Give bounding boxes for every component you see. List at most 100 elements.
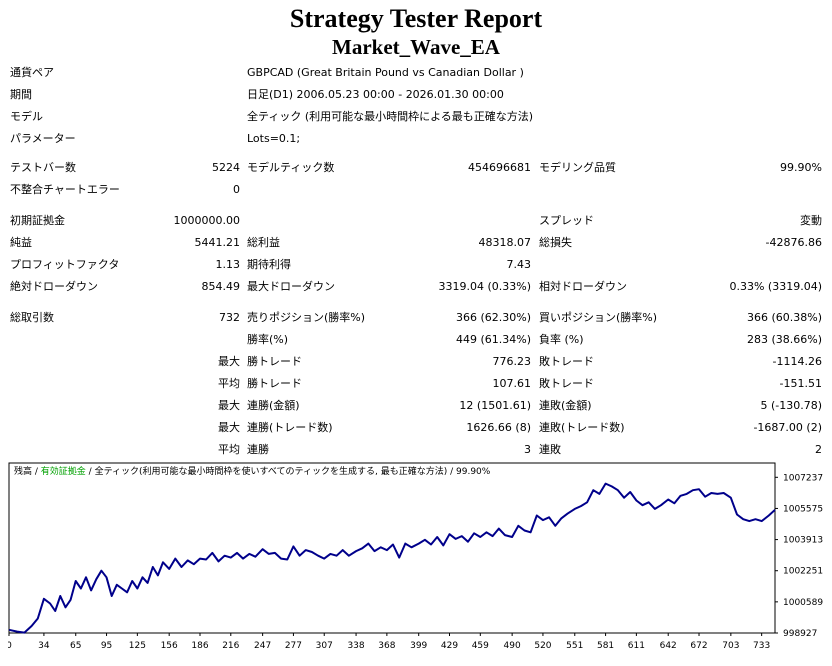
- x-tick-label: 611: [628, 641, 645, 651]
- legend-equity: 有効証拠金: [41, 467, 86, 477]
- profit-factor-value: 1.13: [140, 258, 240, 272]
- avg-consecutive-wins-value: 3: [420, 443, 531, 457]
- x-tick-label: 703: [722, 641, 739, 651]
- consecutive-losses-value: 5 (-130.78): [720, 399, 822, 413]
- avg-consecutive-losses-label: 連敗: [539, 443, 561, 457]
- y-tick-label: 1002251: [783, 567, 823, 577]
- long-positions-label: 買いポジション(勝率%): [539, 311, 657, 325]
- legend-quality: 99.90%: [456, 467, 490, 477]
- x-tick-label: 0: [8, 641, 12, 651]
- maximal-label: 最大: [160, 421, 240, 435]
- average2-label: 平均: [160, 443, 240, 457]
- legend-sep: /: [447, 467, 456, 477]
- max-consecutive-profit-value: 1626.66 (8): [420, 421, 531, 435]
- bars-value: 5224: [160, 161, 240, 175]
- average-loss-label: 敗トレード: [539, 377, 594, 391]
- period-label: 期間: [10, 88, 32, 102]
- x-tick-label: 399: [410, 641, 427, 651]
- largest-loss-label: 敗トレード: [539, 355, 594, 369]
- y-tick-label: 1007237: [783, 473, 823, 483]
- report-table: 通貨ペア GBPCAD (Great Britain Pound vs Cana…: [0, 0, 832, 460]
- symbol-label: 通貨ペア: [10, 66, 54, 80]
- legend-model: 全ティック(利用可能な最小時間枠を使いすべてのティックを生成する, 最も正確な方…: [95, 467, 448, 477]
- win-rate-label: 勝率(%): [247, 333, 288, 347]
- largest-profit-label: 勝トレード: [247, 355, 302, 369]
- x-tick-label: 429: [441, 641, 458, 651]
- win-rate-value: 449 (61.34%): [420, 333, 531, 347]
- y-tick-label: 1003913: [783, 536, 823, 546]
- average-profit-value: 107.61: [420, 377, 531, 391]
- x-tick-label: 156: [161, 641, 178, 651]
- x-tick-label: 247: [254, 641, 271, 651]
- x-tick-label: 642: [660, 641, 677, 651]
- bars-label: テストバー数: [10, 161, 76, 175]
- y-tick-label: 1000589: [783, 598, 823, 608]
- average-loss-value: -151.51: [720, 377, 822, 391]
- average-label: 平均: [160, 377, 240, 391]
- short-positions-label: 売りポジション(勝率%): [247, 311, 365, 325]
- consecutive-wins-value: 12 (1501.61): [420, 399, 531, 413]
- x-tick-label: 338: [347, 641, 364, 651]
- x-tick-label: 216: [222, 641, 239, 651]
- avg-consecutive-wins-label: 連勝: [247, 443, 269, 457]
- plot-area: [9, 463, 775, 633]
- chart-legend: 残高 / 有効証拠金 / 全ティック(利用可能な最小時間枠を使いすべてのティック…: [14, 464, 490, 477]
- x-tick-label: 307: [316, 641, 333, 651]
- ticks-value: 454696681: [420, 161, 531, 175]
- model-label: モデル: [10, 110, 43, 124]
- gross-loss-label: 総損失: [539, 236, 572, 250]
- mismatch-value: 0: [160, 183, 240, 197]
- deposit-label: 初期証拠金: [10, 214, 65, 228]
- max-drawdown-value: 3319.04 (0.33%): [420, 280, 531, 294]
- y-tick-label: 1005575: [783, 504, 823, 514]
- gross-loss-value: -42876.86: [720, 236, 822, 250]
- rel-drawdown-value: 0.33% (3319.04): [700, 280, 822, 294]
- model-value: 全ティック (利用可能な最小時間枠による最も正確な方法): [247, 110, 533, 124]
- spread-label: スプレッド: [539, 214, 594, 228]
- balance-chart: 0 34 65 95 125 156 186 216 247 277 307 338 368 399 429…: [8, 462, 824, 662]
- max-consecutive-loss-label: 連敗(トレード数): [539, 421, 625, 435]
- total-trades-label: 総取引数: [10, 311, 54, 325]
- deposit-value: 1000000.00: [140, 214, 240, 228]
- expected-payoff-label: 期待利得: [247, 258, 291, 272]
- x-tick-label: 125: [129, 641, 146, 651]
- parameters-value: Lots=0.1;: [247, 132, 300, 146]
- loss-rate-label: 負率 (%): [539, 333, 584, 347]
- x-tick-label: 551: [566, 641, 583, 651]
- x-tick-label: 733: [753, 641, 770, 651]
- legend-sep: /: [86, 467, 95, 477]
- period-value: 日足(D1) 2006.05.23 00:00 - 2026.01.30 00:…: [247, 88, 504, 102]
- ticks-label: モデルティック数: [247, 161, 334, 175]
- largest-loss-value: -1114.26: [720, 355, 822, 369]
- consecutive-wins-label: 連勝(金額): [247, 399, 300, 413]
- abs-drawdown-label: 絶対ドローダウン: [10, 280, 98, 294]
- x-tick-label: 186: [191, 641, 208, 651]
- x-tick-label: 277: [285, 641, 302, 651]
- net-profit-label: 純益: [10, 236, 32, 250]
- total-trades-value: 732: [160, 311, 240, 325]
- expected-payoff-value: 7.43: [420, 258, 531, 272]
- max-consecutive-loss-value: -1687.00 (2): [720, 421, 822, 435]
- balance-chart-svg: 0 34 65 95 125 156 186 216 247 277 307 338 368 399 429…: [8, 462, 824, 662]
- consecutive-losses-label: 連敗(金額): [539, 399, 592, 413]
- quality-label: モデリング品質: [539, 161, 616, 175]
- symbol-value: GBPCAD (Great Britain Pound vs Canadian …: [247, 66, 524, 80]
- x-tick-label: 672: [690, 641, 707, 651]
- largest-label: 最大: [160, 355, 240, 369]
- mismatch-label: 不整合チャートエラー: [10, 183, 120, 197]
- long-positions-value: 366 (60.38%): [720, 311, 822, 325]
- legend-sep: /: [32, 467, 41, 477]
- x-tick-label: 34: [38, 641, 50, 651]
- net-profit-value: 5441.21: [140, 236, 240, 250]
- max-consecutive-profit-label: 連勝(トレード数): [247, 421, 333, 435]
- x-tick-label: 368: [378, 641, 395, 651]
- largest-profit-value: 776.23: [420, 355, 531, 369]
- profit-factor-label: プロフィットファクタ: [10, 258, 119, 272]
- y-tick-label: 998927: [783, 629, 817, 639]
- gross-profit-label: 総利益: [247, 236, 280, 250]
- loss-rate-value: 283 (38.66%): [720, 333, 822, 347]
- short-positions-value: 366 (62.30%): [420, 311, 531, 325]
- spread-value: 変動: [720, 214, 822, 228]
- average-profit-label: 勝トレード: [247, 377, 302, 391]
- max-drawdown-label: 最大ドローダウン: [247, 280, 335, 294]
